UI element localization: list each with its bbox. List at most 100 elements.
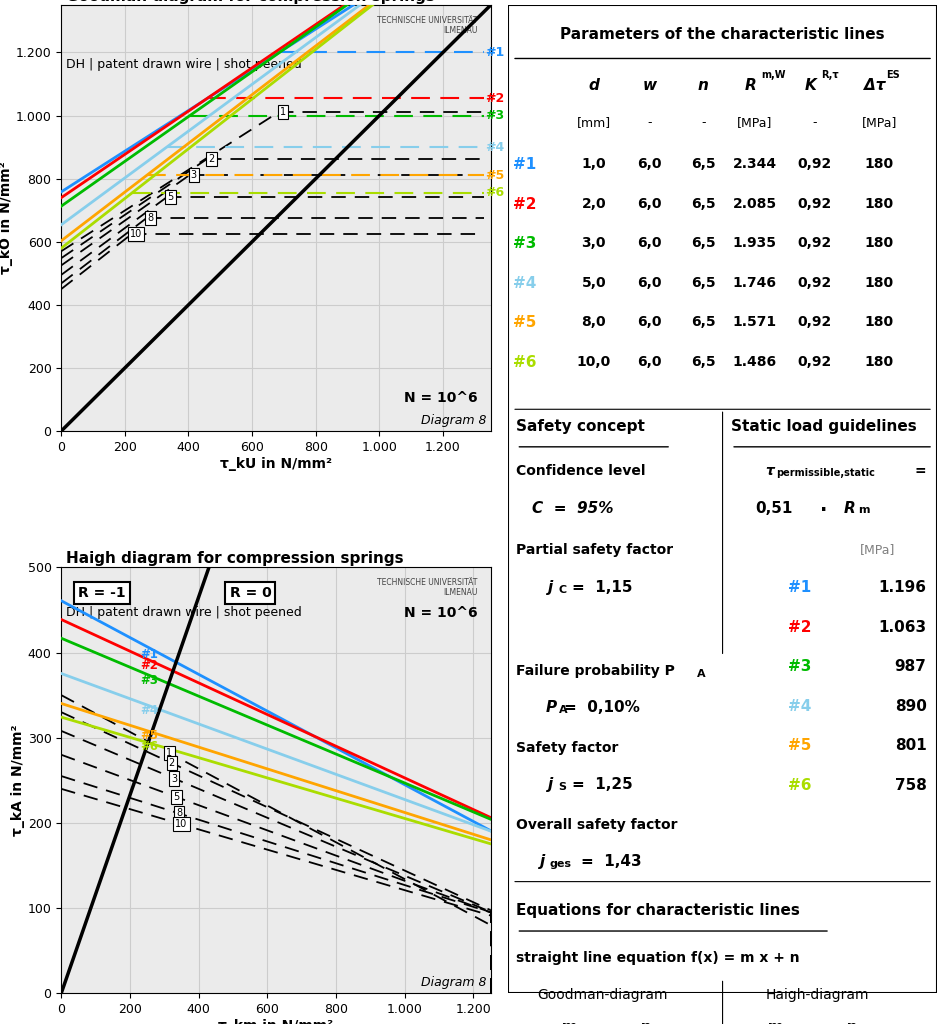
- Text: #1: #1: [788, 581, 811, 595]
- Text: S: S: [559, 781, 566, 792]
- Text: 2: 2: [169, 758, 175, 768]
- Text: #6: #6: [513, 355, 537, 370]
- Text: ·: ·: [820, 501, 827, 520]
- Text: #4: #4: [140, 703, 158, 717]
- Text: 6,0: 6,0: [638, 158, 662, 171]
- Text: 8: 8: [147, 213, 154, 223]
- Text: 1.746: 1.746: [733, 275, 777, 290]
- Text: #2: #2: [140, 658, 158, 672]
- Text: Confidence level: Confidence level: [516, 464, 646, 477]
- Text: Parameters of the characteristic lines: Parameters of the characteristic lines: [560, 27, 885, 42]
- Text: K: K: [804, 78, 817, 93]
- Text: [mm]: [mm]: [577, 116, 610, 129]
- Text: ES: ES: [885, 71, 900, 80]
- Text: =: =: [915, 464, 927, 477]
- Text: Static load guidelines: Static load guidelines: [731, 419, 917, 434]
- Text: Failure probability P: Failure probability P: [516, 665, 675, 678]
- Text: #2: #2: [485, 92, 504, 104]
- Text: R = -1: R = -1: [78, 586, 125, 600]
- Text: Goodman-diagram: Goodman-diagram: [537, 988, 668, 1002]
- Text: R,τ: R,τ: [821, 71, 839, 80]
- Text: 8,0: 8,0: [581, 315, 606, 330]
- Text: τ: τ: [766, 464, 774, 477]
- Text: =  1,15: = 1,15: [572, 581, 633, 595]
- Text: permissible,static: permissible,static: [776, 468, 875, 477]
- Text: #5: #5: [513, 315, 537, 331]
- Text: Overall safety factor: Overall safety factor: [516, 818, 678, 833]
- Text: 10: 10: [130, 228, 142, 239]
- Text: 180: 180: [865, 197, 894, 211]
- Text: #5: #5: [485, 169, 504, 182]
- Text: #5: #5: [140, 729, 158, 741]
- Text: P: P: [545, 699, 557, 715]
- Text: 3: 3: [190, 170, 197, 180]
- Text: ges: ges: [550, 859, 572, 869]
- Text: 2: 2: [208, 154, 215, 164]
- Text: 890: 890: [895, 698, 927, 714]
- Text: 180: 180: [865, 275, 894, 290]
- Text: j: j: [540, 854, 544, 869]
- Text: N = 10^6: N = 10^6: [404, 391, 478, 406]
- Text: 6,5: 6,5: [690, 355, 716, 369]
- X-axis label: τ_kU in N/mm²: τ_kU in N/mm²: [219, 457, 332, 471]
- Text: 0,92: 0,92: [798, 315, 832, 330]
- Text: 0,51: 0,51: [755, 501, 793, 516]
- Text: 6,5: 6,5: [690, 197, 716, 211]
- Text: C: C: [559, 585, 567, 595]
- Text: [MPa]: [MPa]: [737, 116, 772, 129]
- Text: 8: 8: [176, 809, 182, 818]
- Text: 6,0: 6,0: [638, 315, 662, 330]
- Text: 6,0: 6,0: [638, 275, 662, 290]
- Text: 6,5: 6,5: [690, 275, 716, 290]
- Text: 180: 180: [865, 315, 894, 330]
- Text: A: A: [697, 669, 706, 679]
- Text: #4: #4: [788, 698, 812, 714]
- Text: 10: 10: [175, 819, 187, 829]
- Text: TECHNISCHE UNIVERSITÄT
ILMENAU: TECHNISCHE UNIVERSITÄT ILMENAU: [378, 578, 478, 597]
- Text: #3: #3: [788, 659, 812, 674]
- Text: 0,92: 0,92: [798, 355, 832, 369]
- Text: -: -: [701, 116, 706, 129]
- Text: #3: #3: [513, 237, 537, 251]
- Text: A: A: [559, 705, 567, 715]
- Text: #6: #6: [788, 778, 812, 793]
- Text: d: d: [589, 78, 599, 93]
- Text: #4: #4: [513, 275, 537, 291]
- Text: =  0,10%: = 0,10%: [564, 699, 641, 715]
- Text: 1.196: 1.196: [879, 581, 927, 595]
- Text: j: j: [548, 581, 553, 595]
- Text: n: n: [698, 78, 708, 93]
- Text: 5,0: 5,0: [581, 275, 606, 290]
- Text: n: n: [640, 1020, 651, 1024]
- Text: #1: #1: [485, 46, 504, 59]
- Text: R: R: [744, 78, 756, 93]
- Text: 758: 758: [895, 778, 927, 793]
- Text: =  1,43: = 1,43: [580, 854, 642, 869]
- Text: TECHNISCHE UNIVERSITÄT
ILMENAU: TECHNISCHE UNIVERSITÄT ILMENAU: [378, 15, 478, 35]
- Text: Equations for characteristic lines: Equations for characteristic lines: [516, 903, 801, 919]
- Text: 6,0: 6,0: [638, 197, 662, 211]
- Text: 5: 5: [173, 793, 180, 802]
- Text: Haigh diagram for compression springs: Haigh diagram for compression springs: [66, 551, 403, 566]
- Text: 180: 180: [865, 158, 894, 171]
- Text: C  =  95%: C = 95%: [531, 501, 613, 516]
- Text: 1.935: 1.935: [733, 237, 777, 250]
- Text: 1: 1: [167, 749, 172, 758]
- Text: m,W: m,W: [761, 71, 786, 80]
- Text: #5: #5: [788, 738, 812, 754]
- Text: #3: #3: [140, 674, 158, 687]
- Text: #2: #2: [513, 197, 537, 212]
- Text: DH | patent drawn wire | shot peened: DH | patent drawn wire | shot peened: [66, 605, 301, 618]
- Y-axis label: τ_kO in N/mm²: τ_kO in N/mm²: [0, 162, 13, 274]
- Text: 0,92: 0,92: [798, 237, 832, 250]
- Text: straight line equation f(x) = m x + n: straight line equation f(x) = m x + n: [516, 951, 800, 965]
- Text: 801: 801: [895, 738, 927, 754]
- Text: 6,0: 6,0: [638, 355, 662, 369]
- Text: m: m: [858, 505, 869, 515]
- Text: 6,5: 6,5: [690, 158, 716, 171]
- Text: -: -: [647, 116, 652, 129]
- Text: w: w: [642, 78, 657, 93]
- Text: R = 0: R = 0: [230, 586, 271, 600]
- Text: #1: #1: [513, 158, 537, 172]
- Text: m: m: [560, 1020, 576, 1024]
